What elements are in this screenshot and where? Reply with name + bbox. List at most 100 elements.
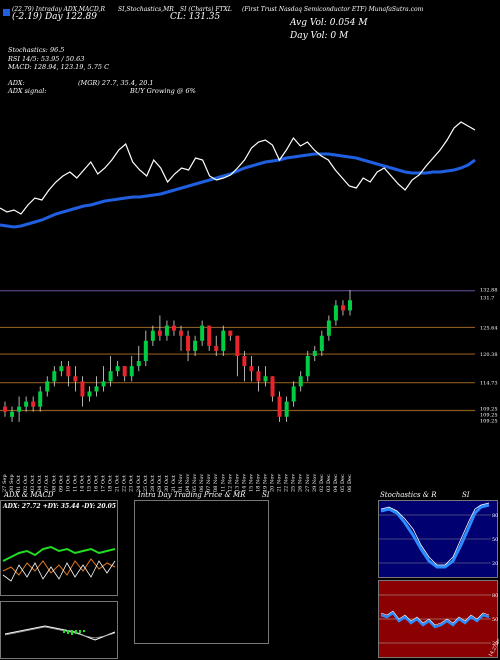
candle-body <box>24 401 29 407</box>
date-tick: 27 Sep <box>2 474 8 492</box>
date-tick: 03 Oct <box>30 475 36 492</box>
candle-body <box>17 406 22 412</box>
header-right: (First Trust Nasdaq Semiconductor ETF) M… <box>242 6 424 13</box>
rsi-panel: 80 50 20 14,27.09,55.4 <box>378 580 499 658</box>
candle-body <box>319 335 324 351</box>
macd-panel <box>0 601 118 659</box>
candle-body <box>3 406 7 412</box>
date-tick: 01 Oct <box>16 475 22 492</box>
date-tick: 28 Oct <box>150 475 156 492</box>
date-tick: 22 Nov <box>284 474 290 492</box>
close-price: CL: 131.35 <box>170 12 221 22</box>
date-tick: 30 Oct <box>164 475 170 492</box>
macd-readout: MACD: 128.94, 123.19, 5.75 C <box>8 63 110 71</box>
candle-body <box>270 376 275 397</box>
header-left-2: SI,Stochastics,MR <box>118 6 174 13</box>
adx-lines <box>2 545 116 582</box>
price-axis-label: 114.73 <box>480 381 498 387</box>
candlestick-chart: 132.88131.7125.64120.38114.73109.25109.2… <box>0 288 498 492</box>
price-axis-label: 131.7 <box>480 296 494 302</box>
candle-body <box>200 325 205 341</box>
intraday-panel-title: Intra Day Trading Price & MR <box>138 491 246 499</box>
date-tick: 02 Oct <box>23 475 29 492</box>
candle-body <box>164 325 169 336</box>
date-tick: 04 Dec <box>333 474 339 492</box>
candle-body <box>291 386 296 402</box>
candle-body <box>10 411 15 417</box>
candle-body <box>101 381 106 387</box>
date-tick: 07 Oct <box>44 475 50 492</box>
candle-body <box>94 386 99 392</box>
candle-body <box>179 330 184 336</box>
date-tick: 10 Oct <box>65 475 71 492</box>
price-axis-label: 125.64 <box>480 325 498 331</box>
candle-body <box>143 340 148 362</box>
candle-body <box>66 366 71 377</box>
candle-body <box>284 401 289 417</box>
moving-average-line <box>0 152 476 229</box>
candle-body <box>340 305 345 311</box>
date-tick: 25 Nov <box>291 474 297 492</box>
candle-body <box>235 335 240 356</box>
date-tick: 29 Nov <box>312 474 318 492</box>
candle-body <box>298 376 303 387</box>
price-axis-label: 109.25 <box>480 406 498 412</box>
macd-lines <box>4 625 116 641</box>
candle-body <box>59 366 64 372</box>
candle-body <box>348 300 352 311</box>
stoch-tick-50: 50 <box>492 537 498 543</box>
candle-body <box>136 361 141 367</box>
candle-body <box>108 371 113 382</box>
date-tick: 06 Nov <box>199 474 205 492</box>
price-line <box>0 121 476 215</box>
date-tick: 14 Nov <box>241 474 247 492</box>
date-tick: 04 Oct <box>37 475 43 492</box>
candle-body <box>186 335 191 351</box>
rsi-tick-20: 20 <box>492 641 498 647</box>
candle-body <box>87 391 92 397</box>
adx-panel-values: ADX: 27.72 +DY: 35.44 -DY: 20.05 <box>3 503 116 510</box>
date-tick: 23 Oct <box>129 475 135 492</box>
date-tick: 03 Dec <box>326 474 332 492</box>
intraday-panel <box>134 500 269 644</box>
date-tick: 04 Nov <box>185 474 191 492</box>
adx-values: (MGR) 27.7, 35.4, 20.1 <box>78 79 154 87</box>
date-tick: 18 Oct <box>108 475 114 492</box>
adx-signal-label: ADX signal: <box>8 87 47 95</box>
candle-body <box>228 330 233 336</box>
date-tick: 30 Sep <box>9 474 15 492</box>
avg-volume: Avg Vol: 0.054 M <box>290 18 368 28</box>
candle-body <box>312 350 317 356</box>
date-tick: 22 Oct <box>122 475 128 492</box>
candle-body <box>326 320 331 336</box>
date-tick: 05 Nov <box>192 474 198 492</box>
date-tick: 09 Oct <box>58 475 64 492</box>
date-tick: 16 Oct <box>94 475 100 492</box>
stoch-panel-title: Stochastics & R <box>380 491 437 499</box>
candle-body <box>221 330 226 351</box>
candle-body <box>263 376 268 382</box>
adx-panel: ADX: 27.72 +DY: 35.44 -DY: 20.05 <box>0 500 118 596</box>
candle-body <box>115 366 120 372</box>
candle-body <box>242 356 247 367</box>
candle-body <box>277 396 282 417</box>
stoch-tick-20: 20 <box>492 561 498 567</box>
date-tick: 11 Nov <box>220 474 226 492</box>
date-tick: 29 Oct <box>157 475 163 492</box>
rsi-tick-50: 50 <box>492 617 498 623</box>
date-tick: 31 Oct <box>171 475 177 492</box>
candle-body <box>333 305 338 321</box>
date-tick: 08 Nov <box>213 474 219 492</box>
legend-swatch <box>3 9 10 16</box>
adx-panel-title: ADX & MACD <box>4 491 54 499</box>
candle-body <box>157 330 162 336</box>
price-axis-label: 109.25 <box>480 412 498 418</box>
header-left-1: (22.79) Intraday ADX,MACD,R <box>12 6 105 13</box>
candle-body <box>249 366 254 372</box>
candle-body <box>80 381 85 397</box>
date-tick: 02 Dec <box>319 474 325 492</box>
candle-body <box>207 325 212 346</box>
candle-body <box>31 401 36 407</box>
stoch-lines: 80 50 20 <box>379 502 498 569</box>
date-tick: 26 Nov <box>298 474 304 492</box>
